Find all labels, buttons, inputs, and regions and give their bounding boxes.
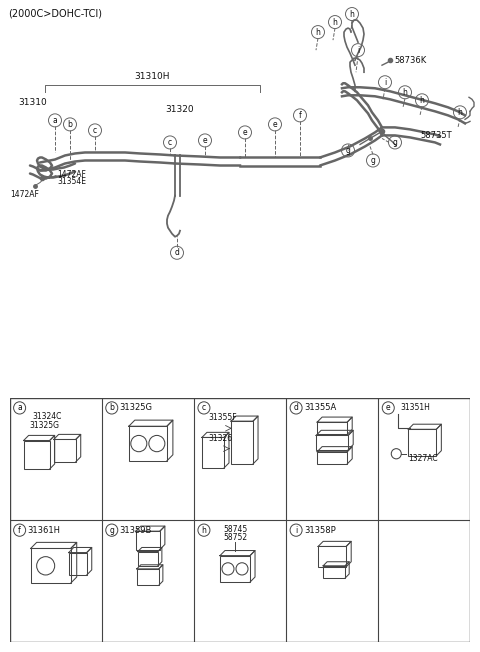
Text: 1327AC: 1327AC bbox=[408, 454, 438, 463]
Text: b: b bbox=[109, 404, 114, 413]
Text: g: g bbox=[109, 526, 114, 535]
Text: g: g bbox=[346, 146, 350, 155]
Text: h: h bbox=[202, 526, 206, 535]
Text: i: i bbox=[357, 46, 359, 55]
Text: g: g bbox=[393, 138, 397, 147]
Text: 1472AF: 1472AF bbox=[10, 190, 39, 199]
Text: 31355F: 31355F bbox=[208, 413, 237, 422]
Text: d: d bbox=[175, 248, 180, 258]
Bar bbox=[138, 552, 158, 566]
Text: 31354E: 31354E bbox=[57, 177, 86, 186]
Bar bbox=[24, 441, 49, 469]
Text: 31325G: 31325G bbox=[30, 421, 60, 430]
Bar bbox=[231, 421, 253, 464]
Text: h: h bbox=[315, 27, 321, 37]
Bar bbox=[31, 548, 71, 583]
Bar bbox=[136, 531, 160, 550]
Text: d: d bbox=[294, 404, 299, 413]
Text: b: b bbox=[68, 120, 72, 129]
Bar bbox=[317, 452, 347, 464]
Text: 31324C: 31324C bbox=[32, 412, 62, 421]
Text: e: e bbox=[386, 404, 391, 413]
Text: f: f bbox=[18, 526, 21, 535]
Text: h: h bbox=[403, 88, 408, 96]
Text: a: a bbox=[53, 116, 58, 125]
Text: e: e bbox=[243, 128, 247, 137]
Text: h: h bbox=[333, 18, 337, 27]
Text: f: f bbox=[299, 111, 301, 120]
Bar bbox=[316, 436, 348, 450]
Text: 31358P: 31358P bbox=[304, 526, 336, 535]
Text: (2000C>DOHC-TCI): (2000C>DOHC-TCI) bbox=[8, 8, 102, 18]
Bar bbox=[220, 556, 250, 582]
Text: c: c bbox=[168, 138, 172, 147]
Text: c: c bbox=[202, 404, 206, 413]
Text: 58752: 58752 bbox=[223, 533, 247, 542]
Text: e: e bbox=[273, 120, 277, 129]
Text: 31361H: 31361H bbox=[28, 526, 60, 535]
Bar bbox=[323, 566, 345, 578]
Bar bbox=[317, 422, 347, 434]
Text: 31326: 31326 bbox=[208, 434, 232, 443]
Bar bbox=[202, 437, 224, 468]
Text: 31310: 31310 bbox=[18, 98, 47, 108]
Bar bbox=[318, 546, 346, 567]
Bar bbox=[129, 426, 167, 461]
Text: h: h bbox=[420, 96, 424, 105]
Bar bbox=[408, 429, 436, 456]
Text: i: i bbox=[295, 526, 297, 535]
Text: c: c bbox=[93, 126, 97, 135]
Text: 58735T: 58735T bbox=[420, 131, 452, 140]
Text: h: h bbox=[457, 108, 462, 117]
Text: 31359B: 31359B bbox=[120, 526, 152, 535]
Text: i: i bbox=[384, 78, 386, 87]
Text: 31310H: 31310H bbox=[135, 72, 170, 82]
Bar bbox=[137, 569, 159, 585]
Text: 1472AF: 1472AF bbox=[57, 170, 86, 179]
Text: g: g bbox=[371, 156, 375, 165]
Text: 31351H: 31351H bbox=[400, 403, 430, 412]
Text: 31355A: 31355A bbox=[304, 404, 336, 413]
Bar bbox=[69, 552, 87, 575]
Text: 58745: 58745 bbox=[223, 526, 247, 534]
Text: a: a bbox=[17, 404, 22, 413]
Text: e: e bbox=[203, 136, 207, 145]
Text: h: h bbox=[349, 10, 354, 18]
Bar bbox=[54, 439, 76, 462]
Text: 31320: 31320 bbox=[165, 106, 193, 114]
Text: 31325G: 31325G bbox=[120, 404, 153, 413]
Text: 58736K: 58736K bbox=[394, 55, 426, 65]
